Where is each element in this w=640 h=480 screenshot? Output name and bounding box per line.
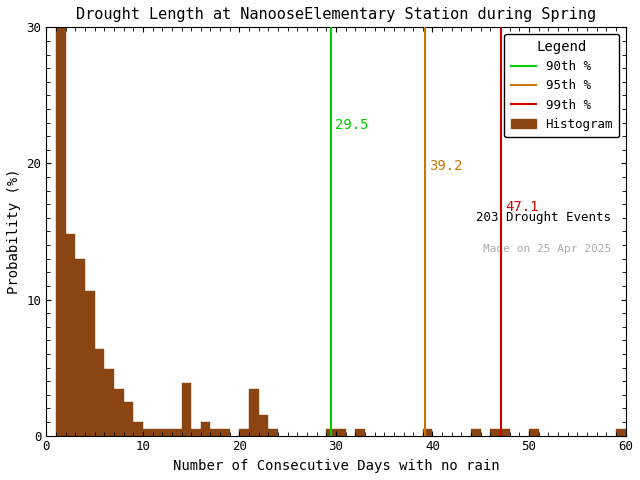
Bar (268, 429, 278, 436)
Title: Drought Length at NanooseElementary Station during Spring: Drought Length at NanooseElementary Stat… (76, 7, 596, 22)
Text: 203 Drought Events: 203 Drought Events (476, 211, 611, 224)
Bar (133, 422, 143, 436)
Text: 47.1: 47.1 (505, 200, 538, 214)
Bar (239, 429, 249, 436)
Y-axis label: Probability (%): Probability (%) (7, 168, 21, 294)
Bar (95, 348, 104, 436)
Bar (152, 429, 162, 436)
Bar (529, 429, 539, 436)
Bar (326, 429, 336, 436)
Bar (104, 369, 114, 436)
Bar (191, 429, 201, 436)
Bar (182, 383, 191, 436)
Bar (124, 402, 133, 436)
Text: 39.2: 39.2 (429, 159, 462, 173)
Bar (490, 429, 500, 436)
Bar (471, 429, 481, 436)
Bar (143, 429, 152, 436)
X-axis label: Number of Consecutive Days with no rain: Number of Consecutive Days with no rain (173, 459, 499, 473)
Bar (616, 429, 625, 436)
Bar (249, 389, 259, 436)
Bar (220, 429, 230, 436)
Bar (211, 429, 220, 436)
Bar (66, 234, 76, 436)
Bar (336, 429, 346, 436)
Bar (56, 27, 66, 436)
Bar (76, 259, 85, 436)
Bar (114, 389, 124, 436)
Bar (500, 429, 509, 436)
Legend: 90th %, 95th %, 99th %, Histogram: 90th %, 95th %, 99th %, Histogram (504, 34, 620, 137)
Bar (85, 291, 95, 436)
Bar (172, 429, 182, 436)
Bar (355, 429, 365, 436)
Bar (201, 422, 211, 436)
Text: 29.5: 29.5 (335, 119, 369, 132)
Bar (423, 429, 433, 436)
Bar (259, 415, 268, 436)
Text: Made on 25 Apr 2025: Made on 25 Apr 2025 (483, 244, 611, 254)
Bar (162, 429, 172, 436)
